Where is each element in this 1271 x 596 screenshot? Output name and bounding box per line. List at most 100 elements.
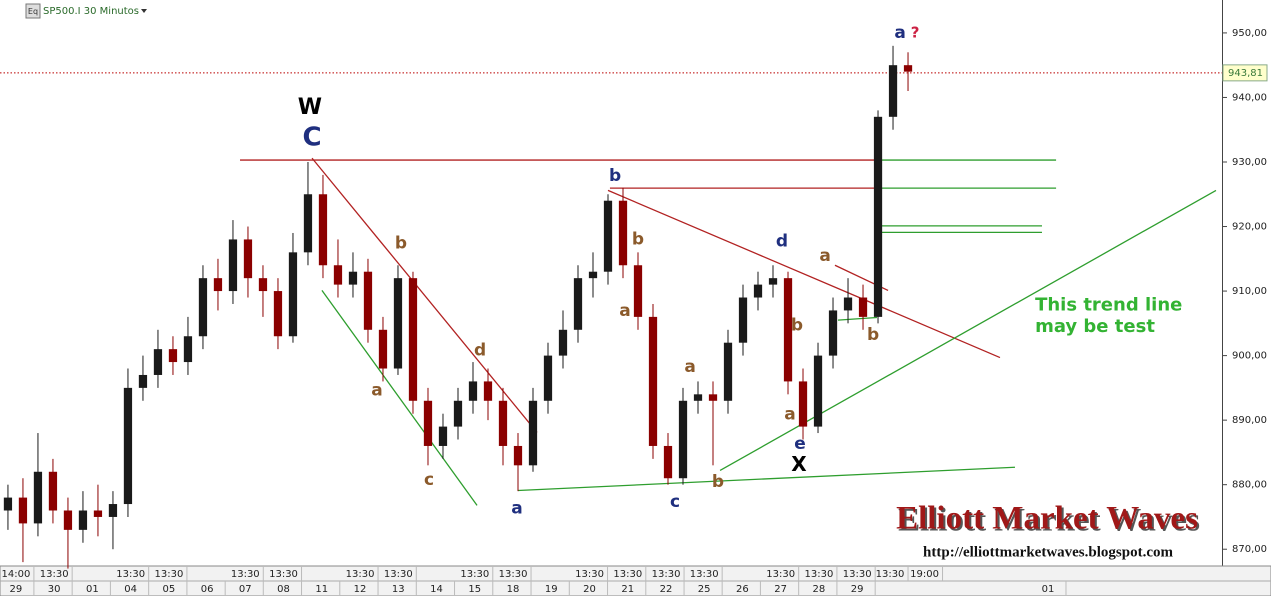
x-top-tick-label: 14:00 bbox=[1, 569, 30, 580]
x-tick-label: 13 bbox=[392, 584, 405, 595]
candle-body bbox=[828, 310, 838, 356]
trend-line bbox=[607, 189, 1001, 359]
x-tick-label: 21 bbox=[621, 584, 634, 595]
candle-body bbox=[423, 400, 433, 446]
x-top-tick-label: 13:30 bbox=[40, 569, 69, 580]
candle-body bbox=[78, 510, 88, 530]
y-tick-label: 900,00 bbox=[1232, 351, 1267, 362]
x-top-tick-label: 13:30 bbox=[766, 569, 795, 580]
candle-body bbox=[18, 497, 28, 524]
x-tick-label: 27 bbox=[774, 584, 787, 595]
wave-label: W bbox=[298, 95, 322, 120]
x-top-tick-label: 13:30 bbox=[116, 569, 145, 580]
candle-body bbox=[528, 400, 538, 466]
x-tick-label: 28 bbox=[813, 584, 826, 595]
y-tick-label: 930,00 bbox=[1232, 157, 1267, 168]
candle-body bbox=[183, 336, 193, 363]
candle-body bbox=[483, 381, 493, 401]
wave-label: a bbox=[511, 499, 522, 519]
candle-body bbox=[108, 504, 118, 517]
x-top-tick-label: 13:30 bbox=[460, 569, 489, 580]
x-tick-label: 25 bbox=[698, 584, 711, 595]
wave-label: d bbox=[776, 231, 788, 251]
wave-label: a bbox=[894, 23, 905, 43]
candle-body bbox=[858, 297, 868, 317]
wave-label: e bbox=[794, 434, 806, 454]
watermark-shadow: Elliott Market Waves bbox=[898, 503, 1200, 539]
x-tick-label: 19 bbox=[545, 584, 558, 595]
x-tick-label: 05 bbox=[163, 584, 176, 595]
candle-body bbox=[903, 65, 913, 72]
candle-body bbox=[798, 381, 808, 427]
candle-body bbox=[513, 445, 523, 466]
wave-label: a bbox=[684, 357, 695, 377]
candle-body bbox=[198, 278, 208, 337]
candle-body bbox=[393, 278, 403, 369]
x-tick-label: 04 bbox=[124, 584, 137, 595]
candle-body bbox=[258, 278, 268, 292]
candle-body bbox=[618, 200, 628, 266]
candle-body bbox=[468, 381, 478, 401]
candle-body bbox=[303, 194, 313, 253]
candle-body bbox=[273, 291, 283, 337]
wave-label: b bbox=[609, 166, 621, 186]
last-price-box bbox=[1222, 64, 1268, 82]
wave-label: a bbox=[819, 246, 830, 266]
candle-body bbox=[48, 471, 58, 511]
wave-label: b bbox=[712, 472, 724, 492]
symbol-label[interactable]: SP500.I 30 Minutos bbox=[43, 6, 139, 17]
candle-body bbox=[888, 65, 898, 117]
trend-line bbox=[517, 466, 1016, 492]
x-top-tick-label: 13:30 bbox=[154, 569, 183, 580]
wave-label: b bbox=[632, 229, 644, 249]
candle-body bbox=[228, 239, 238, 292]
x-tick-label: 29 bbox=[851, 584, 864, 595]
wave-label: b bbox=[791, 315, 803, 335]
x-tick-label: 11 bbox=[315, 584, 328, 595]
last-price-label: 943,81 bbox=[1228, 68, 1263, 79]
wave-label: may be test bbox=[1035, 316, 1155, 337]
watermark: Elliott Market Waves Elliott Market Wave… bbox=[896, 501, 1200, 561]
x-tick-label: 06 bbox=[201, 584, 214, 595]
x-top-tick-label: 13:30 bbox=[652, 569, 681, 580]
x-tick-label: 12 bbox=[354, 584, 367, 595]
x-top-tick-label: 13:30 bbox=[269, 569, 298, 580]
candle-body bbox=[168, 349, 178, 363]
y-tick-label: 950,00 bbox=[1232, 28, 1267, 39]
x-tick-label: 15 bbox=[468, 584, 481, 595]
candle-body bbox=[153, 349, 163, 375]
wave-label: a bbox=[784, 404, 795, 424]
symbol-dropdown[interactable] bbox=[141, 9, 147, 13]
candle-body bbox=[93, 510, 103, 517]
candle-body bbox=[138, 374, 148, 388]
symbol-icon[interactable] bbox=[25, 3, 41, 19]
y-tick-label: 880,00 bbox=[1232, 480, 1267, 491]
candle-body bbox=[633, 265, 643, 317]
candle-body bbox=[3, 497, 13, 511]
candle-body bbox=[63, 510, 73, 530]
x-top-tick-label: 13:30 bbox=[346, 569, 375, 580]
x-tick-label: 14 bbox=[430, 584, 443, 595]
candle-body bbox=[708, 394, 718, 401]
wave-label: b bbox=[395, 233, 407, 253]
candle-body bbox=[648, 316, 658, 446]
x-top-tick-label: 13:30 bbox=[613, 569, 642, 580]
x-top-tick-label: 13:30 bbox=[384, 569, 413, 580]
candle-body bbox=[123, 387, 133, 505]
x-tick-label: 01 bbox=[1042, 584, 1055, 595]
x-top-tick-label: 13:30 bbox=[575, 569, 604, 580]
watermark-url: http://elliottmarketwaves.blogspot.com bbox=[923, 544, 1173, 560]
candle-body bbox=[438, 426, 448, 446]
x-tick-label: 22 bbox=[660, 584, 673, 595]
candle-body bbox=[213, 278, 223, 292]
watermark-title: Elliott Market Waves bbox=[896, 501, 1198, 537]
candle-body bbox=[843, 297, 853, 311]
candle-body bbox=[348, 271, 358, 285]
x-tick-label: 30 bbox=[48, 584, 61, 595]
y-tick-label: 890,00 bbox=[1232, 415, 1267, 426]
candle-body bbox=[663, 445, 673, 479]
candle-body bbox=[378, 329, 388, 369]
wave-label: ? bbox=[911, 23, 920, 41]
wave-label: a bbox=[371, 380, 382, 400]
